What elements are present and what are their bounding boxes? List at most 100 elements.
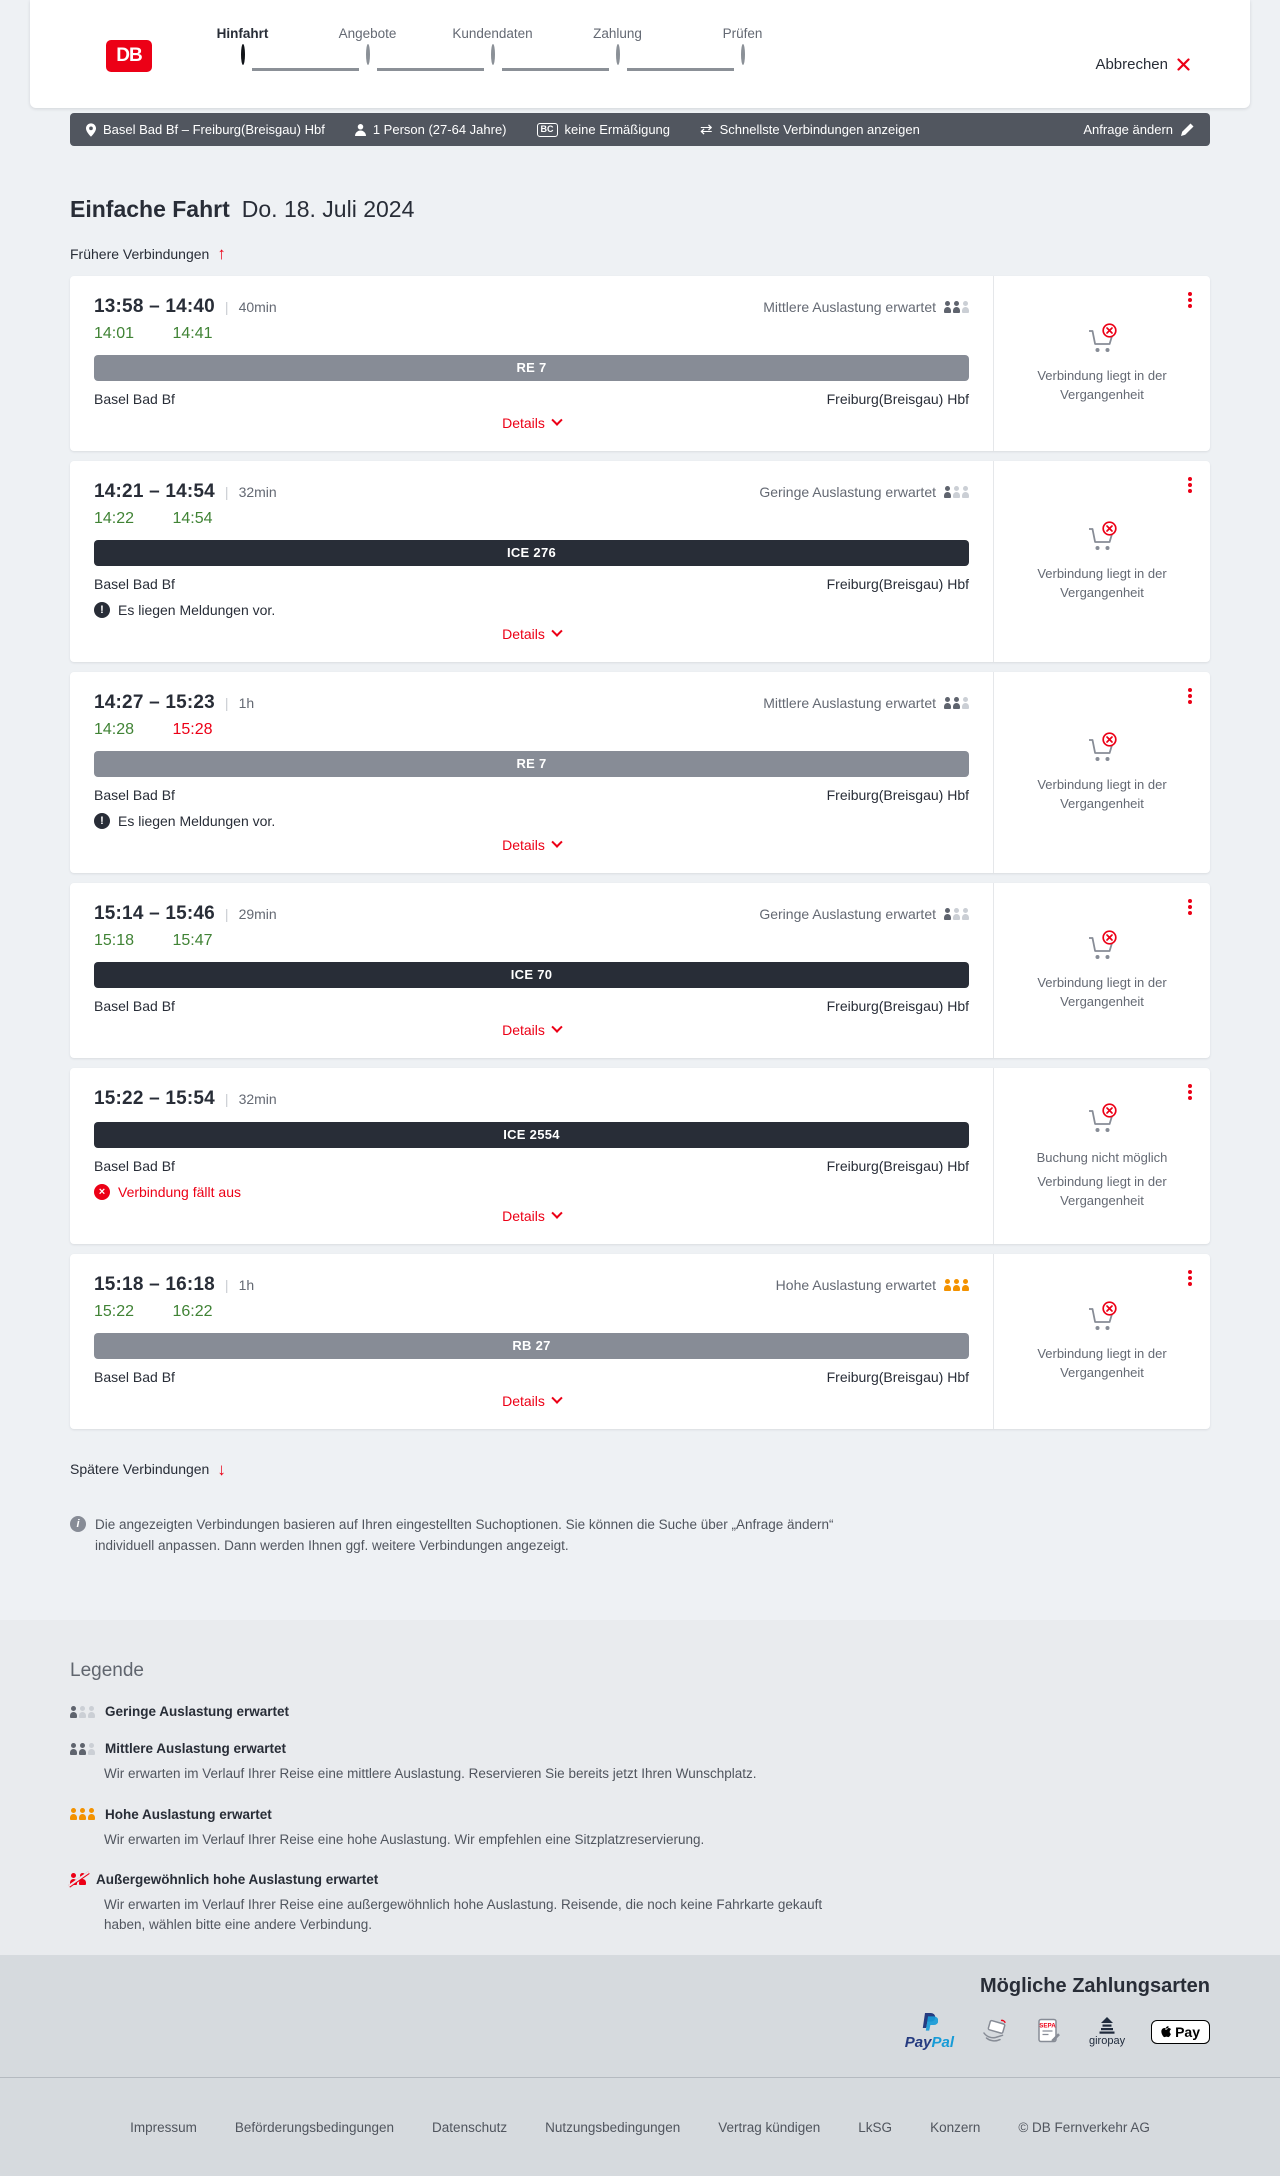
kebab-menu-icon[interactable] (1188, 476, 1192, 481)
edit-pencil-icon (1181, 123, 1194, 137)
arrival-station: Freiburg(Breisgau) Hbf (826, 997, 969, 1014)
change-request-button[interactable]: Anfrage ändern (1083, 122, 1194, 137)
details-button[interactable]: Details (502, 1021, 563, 1038)
train-line-badge: ICE 2554 (94, 1121, 969, 1148)
chevron-down-icon (551, 836, 563, 848)
change-request-label: Anfrage ändern (1083, 122, 1173, 138)
legend-section: Legende Geringe Auslastung erwartet Mitt… (0, 1620, 1280, 1955)
realtime-arrival: 14:41 (172, 324, 213, 342)
info-icon: i (70, 1516, 86, 1533)
occupancy-medium-icon (944, 300, 969, 313)
step-zahlung[interactable]: Zahlung (555, 26, 734, 71)
connection-main: 15:14 – 15:46 | 29min Geringe Auslastung… (70, 883, 993, 1058)
booking-panel: Verbindung liegt in der Vergangenheit (993, 275, 1210, 451)
realtime-arrival-delayed: 15:28 (172, 720, 213, 738)
occupancy-high-icon (70, 1808, 95, 1821)
booking-status-text: Verbindung liegt in der Vergangenheit (1037, 777, 1167, 812)
results-area: Einfache Fahrt Do. 18. Juli 2024 Frühere … (0, 146, 1280, 1620)
connection-main: 13:58 – 14:40 | 40min Mittlere Auslastun… (70, 276, 993, 451)
departure-station: Basel Bad Bf (94, 786, 175, 803)
footer-link-vertrag-kuendigen[interactable]: Vertrag kündigen (718, 2119, 821, 2135)
connection-main: 15:22 – 15:54 | 32min ICE 2554 Basel Bad… (70, 1068, 993, 1244)
details-button[interactable]: Details (502, 414, 563, 431)
db-logo: DB (106, 40, 152, 72)
occupancy-medium-icon (70, 1742, 95, 1755)
step-hinfahrt[interactable]: Hinfahrt (180, 26, 359, 71)
divider: | (224, 1090, 229, 1107)
legend-label: Geringe Auslastung erwartet (105, 1704, 290, 1720)
chevron-down-icon (551, 1021, 563, 1033)
booking-status-text: Verbindung liegt in der Vergangenheit (1037, 566, 1167, 601)
step-dot (740, 44, 745, 65)
trip-date: Do. 18. Juli 2024 (241, 196, 415, 223)
step-kundendaten[interactable]: Kundendaten (430, 26, 609, 71)
cart-unavailable-icon (1089, 1102, 1117, 1132)
kebab-menu-icon[interactable] (1188, 291, 1192, 296)
kebab-menu-icon[interactable] (1188, 687, 1192, 692)
connection-duration: 40min (238, 298, 277, 315)
location-pin-icon (86, 123, 96, 137)
sort-summary: ⇄ Schnellste Verbindungen anzeigen (700, 122, 920, 137)
footer-link-impressum[interactable]: Impressum (130, 2119, 197, 2135)
divider: | (224, 905, 229, 922)
legend-item-high: Hohe Auslastung erwartet Wir erwarten im… (70, 1807, 1210, 1850)
payment-icons-row: PayPal SEPA (905, 2012, 1210, 2051)
route-text: Basel Bad Bf – Freiburg(Breisgau) Hbf (103, 122, 325, 138)
kebab-menu-icon[interactable] (1188, 1083, 1192, 1088)
footer-link-befoerderungsbedingungen[interactable]: Beförderungsbedingungen (234, 2119, 395, 2135)
realtime-arrival: 14:54 (172, 509, 213, 527)
connection-times: 14:21 – 14:54 (94, 480, 215, 502)
footer-link-konzern[interactable]: Konzern (930, 2119, 981, 2135)
footer-link-nutzungsbedingungen[interactable]: Nutzungsbedingungen (545, 2119, 681, 2135)
connection-message: ! Es liegen Meldungen vor. (94, 601, 969, 618)
details-button[interactable]: Details (502, 1207, 563, 1224)
details-button[interactable]: Details (502, 625, 563, 642)
step-angebote[interactable]: Angebote (305, 26, 484, 71)
divider: | (224, 1276, 229, 1293)
arrival-station: Freiburg(Breisgau) Hbf (826, 1368, 969, 1385)
kebab-menu-icon[interactable] (1188, 898, 1192, 903)
passenger-summary: 1 Person (27-64 Jahre) (354, 122, 507, 137)
later-connections-label: Spätere Verbindungen (70, 1461, 210, 1478)
later-connections-link[interactable]: Spätere Verbindungen ↓ (70, 1461, 226, 1478)
legend-title: Legende (70, 1660, 144, 1682)
cart-unavailable-icon (1089, 521, 1117, 551)
departure-station: Basel Bad Bf (94, 390, 175, 407)
earlier-connections-link[interactable]: Frühere Verbindungen ↑ (70, 245, 226, 262)
details-button[interactable]: Details (502, 836, 563, 853)
realtime-arrival: 16:22 (172, 1302, 213, 1320)
step-pruefen[interactable]: Prüfen (680, 26, 805, 65)
cancel-label: Abbrechen (1095, 56, 1168, 73)
booking-panel: Verbindung liegt in der Vergangenheit (993, 882, 1210, 1058)
legend-label: Mittlere Auslastung erwartet (105, 1741, 287, 1757)
arrival-station: Freiburg(Breisgau) Hbf (826, 390, 969, 407)
footer-link-lksg[interactable]: LkSG (858, 2119, 893, 2135)
close-icon (1177, 58, 1190, 71)
connection-main: 14:27 – 15:23 | 1h Mittlere Auslastung e… (70, 672, 993, 873)
alert-icon: ! (94, 601, 110, 618)
cancel-button[interactable]: Abbrechen (1095, 56, 1190, 73)
message-text: Verbindung fällt aus (118, 1183, 241, 1200)
realtime-departure: 15:18 (94, 931, 135, 949)
giropay-icon: giropay (1089, 2016, 1126, 2047)
chevron-down-icon (551, 625, 563, 637)
booking-status-text: Verbindung liegt in der Vergangenheit (1037, 368, 1167, 403)
search-options-note: i Die angezeigten Verbindungen basieren … (70, 1515, 1210, 1557)
occupancy-indicator: Hohe Auslastung erwartet (776, 1277, 969, 1293)
legend-description: Wir erwarten im Verlauf Ihrer Reise eine… (104, 1896, 823, 1933)
page-title: Einfache Fahrt Do. 18. Juli 2024 (70, 196, 1210, 223)
arrival-station: Freiburg(Breisgau) Hbf (826, 786, 969, 803)
footer-link-datenschutz[interactable]: Datenschutz (432, 2119, 508, 2135)
divider: | (224, 298, 229, 315)
giropay-label: giropay (1089, 2034, 1126, 2047)
connection-times: 15:22 – 15:54 (94, 1087, 215, 1109)
train-line-badge: ICE 276 (94, 539, 969, 566)
divider: | (224, 483, 229, 500)
arrival-station: Freiburg(Breisgau) Hbf (826, 575, 969, 592)
booking-status-primary: Buchung nicht möglich (1036, 1149, 1168, 1165)
details-button[interactable]: Details (502, 1392, 563, 1409)
occupancy-label: Mittlere Auslastung erwartet (763, 694, 936, 711)
occupancy-exceptional-icon (68, 1871, 90, 1888)
booking-stepper: Hinfahrt Angebote Kundendaten Zahlung Pr… (180, 26, 805, 71)
kebab-menu-icon[interactable] (1188, 1269, 1192, 1274)
